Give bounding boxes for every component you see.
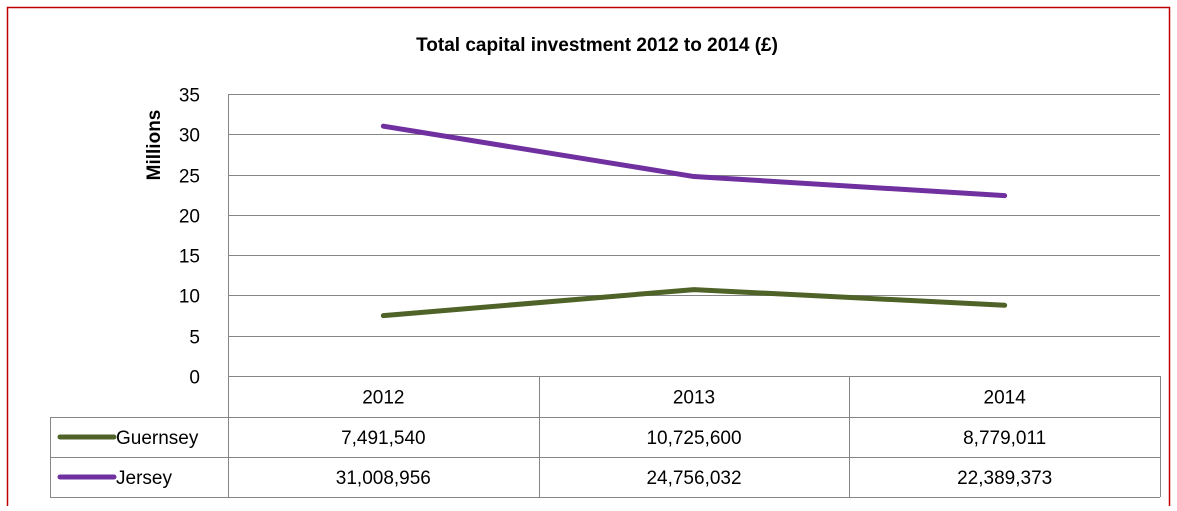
y-tick-label: 5 [189, 328, 200, 349]
y-tick-label: 25 [179, 167, 200, 188]
y-tick-label: 10 [179, 287, 200, 308]
y-axis-label: Millions [144, 110, 165, 181]
gridlines [228, 94, 1160, 377]
data-cell-label: 8,779,011 [963, 428, 1046, 449]
series-name-label: Guernsey [116, 428, 199, 449]
series-lines [380, 123, 1008, 319]
chart-border [6, 6, 1171, 506]
y-axis-ticks: 0 5 10 15 20 25 30 35 [179, 86, 200, 389]
y-tick-label: 20 [179, 207, 200, 228]
series-line-jersey [380, 123, 1008, 199]
data-cell-label: 7,491,540 [341, 428, 426, 449]
data-cell-label: 22,389,373 [957, 468, 1052, 489]
data-table: 2012 2013 2014 Guernsey 7,491,540 10,725,600 8… [50, 94, 1161, 498]
chart-title: Total capital investment 2012 to 2014 (£… [416, 35, 778, 56]
y-tick-label: 30 [179, 126, 200, 147]
data-cell-label: 10,725,600 [646, 428, 741, 449]
category-label: 2014 [984, 388, 1027, 409]
category-label: 2012 [362, 388, 404, 409]
y-tick-label: 35 [179, 86, 200, 107]
y-tick-label: 0 [189, 368, 200, 389]
series-name-label: Jersey [116, 468, 172, 489]
y-tick-label: 15 [179, 247, 200, 268]
category-label: 2013 [673, 388, 715, 409]
series-line-guernsey [380, 287, 1008, 319]
data-cell-label: 31,008,956 [336, 468, 431, 489]
data-cell-label: 24,756,032 [646, 468, 741, 489]
